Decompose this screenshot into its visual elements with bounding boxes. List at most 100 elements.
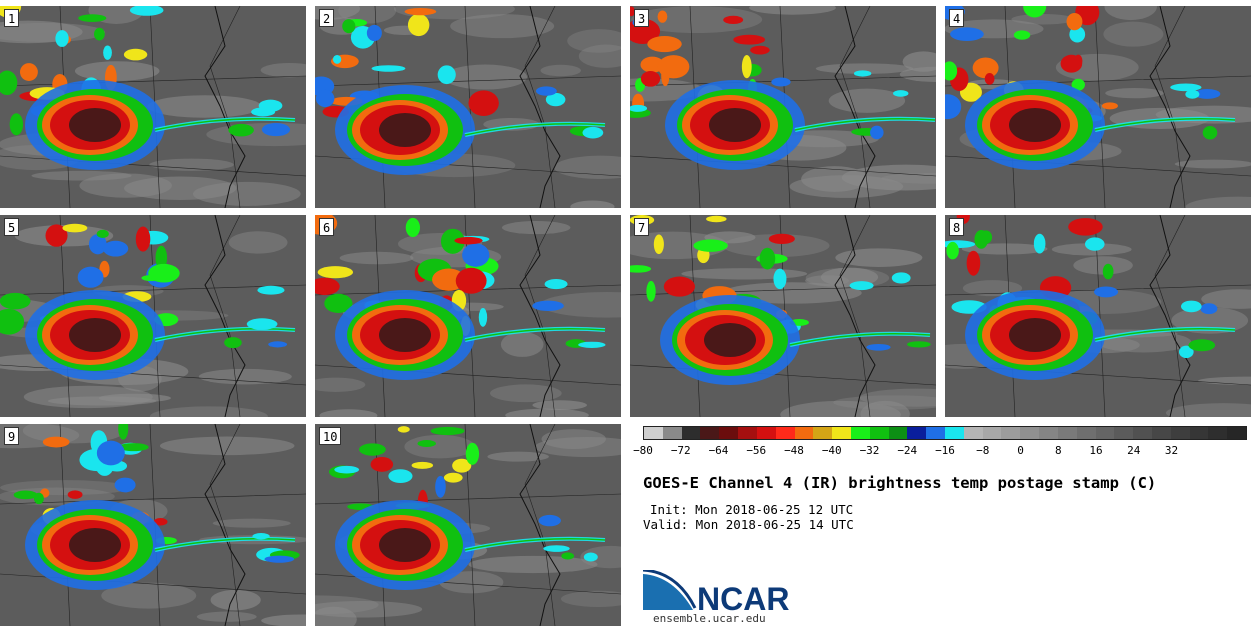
- coastal-cell: [261, 123, 291, 137]
- cloud-streak: [212, 518, 291, 528]
- convective-cell: [630, 6, 636, 17]
- colorbar-swatch: [1114, 427, 1134, 439]
- frontal-band: [464, 538, 606, 551]
- convective-cell: [984, 73, 995, 85]
- convective-cell: [366, 24, 382, 42]
- storm-core: [379, 318, 431, 352]
- stamp-panel[interactable]: 2: [315, 6, 621, 208]
- colorbar-ticks: −80 −72 −64 −56 −48 −40 −32 −24 −16 −8 0 8 16 24 32: [633, 444, 1247, 460]
- convective-cell: [45, 224, 68, 247]
- panel-label: 8: [949, 218, 965, 236]
- stamp-panel[interactable]: 6: [315, 215, 621, 417]
- stamp-panel[interactable]: 7: [630, 215, 936, 417]
- convective-cell: [129, 6, 164, 16]
- colorbar-swatch: [644, 427, 663, 439]
- ir-map: [945, 215, 1251, 417]
- coastal-cell: [257, 285, 285, 295]
- convective-cell: [1102, 263, 1114, 280]
- colorbar-swatch: [662, 427, 682, 439]
- stamp-panel[interactable]: 10: [315, 424, 621, 626]
- convective-cell: [706, 215, 727, 223]
- convective-cell: [0, 292, 31, 310]
- convective-cell: [315, 89, 335, 108]
- panel-label: 3: [634, 9, 650, 27]
- cloud-streak: [1011, 13, 1075, 25]
- stamp-panel[interactable]: 8: [945, 215, 1251, 417]
- panel-label: 1: [4, 9, 20, 27]
- colorbar-swatch: [850, 427, 870, 439]
- convective-cell: [945, 94, 962, 120]
- cloud-streak: [101, 582, 197, 609]
- colorbar-tick-label: 24: [1127, 444, 1141, 457]
- convective-cell: [465, 442, 480, 465]
- coastline: [834, 215, 876, 417]
- stamp-panel[interactable]: 4: [945, 6, 1251, 208]
- colorbar-swatch: [738, 427, 757, 439]
- convective-cell: [771, 77, 791, 87]
- colorbar-swatch: [1020, 427, 1040, 439]
- convective-cell: [19, 63, 38, 81]
- coastal-cell: [907, 341, 931, 348]
- convective-cell: [0, 70, 18, 96]
- coastal-cell: [561, 552, 575, 560]
- colorbar-tick-label: −64: [708, 444, 729, 457]
- site-url[interactable]: ensemble.ucar.edu: [653, 612, 766, 625]
- colorbar-swatch: [869, 427, 889, 439]
- colorbar-tick-label: −24: [897, 444, 918, 457]
- convective-cell: [663, 276, 695, 297]
- convective-cell: [77, 266, 104, 288]
- convective-cell: [407, 13, 430, 37]
- convective-cell: [96, 440, 125, 466]
- storm-core: [704, 323, 756, 357]
- cloud-streak: [228, 231, 288, 254]
- cloud-streak: [828, 88, 906, 113]
- storm-core: [379, 528, 431, 562]
- convective-cell: [96, 229, 109, 238]
- colorbar-swatch: [1095, 427, 1115, 439]
- convective-cell: [118, 443, 149, 452]
- colorbar-swatch: [681, 427, 701, 439]
- frontal-band: [1094, 328, 1236, 341]
- frontal-band: [794, 118, 936, 131]
- colorbar-tick-label: 32: [1164, 444, 1179, 457]
- colorbar-swatch: [888, 427, 908, 439]
- ir-map: [0, 6, 306, 208]
- cloud-streak: [159, 436, 295, 456]
- coastal-cell: [1178, 345, 1194, 359]
- cloud-streak: [1185, 196, 1251, 208]
- coastal-cell: [582, 126, 604, 139]
- colorbar-tick-label: −56: [746, 444, 767, 457]
- coastal-cell: [870, 125, 884, 140]
- convective-cell: [404, 7, 437, 16]
- coastline: [204, 215, 246, 417]
- coastal-cell: [264, 555, 295, 563]
- cloud-streak: [835, 248, 923, 267]
- colorbar-swatch: [813, 427, 833, 439]
- coastal-cell: [252, 533, 270, 540]
- stamp-panel[interactable]: 9: [0, 424, 306, 626]
- colorbar-tick-label: 0: [1017, 444, 1024, 457]
- coastal-cell: [224, 337, 242, 349]
- convective-cell: [435, 475, 446, 498]
- convective-cell: [411, 461, 434, 469]
- cloud-streak: [540, 64, 581, 77]
- frontal-band: [789, 333, 931, 346]
- cloud-streak: [505, 408, 589, 417]
- convective-cell: [405, 217, 421, 238]
- frontal-band: [154, 538, 296, 551]
- colorbar-swatch: [963, 427, 983, 439]
- cloud-streak: [31, 170, 132, 181]
- cloud-streak: [198, 368, 292, 385]
- convective-cell: [1023, 6, 1047, 18]
- cloud-streak: [1165, 403, 1251, 417]
- stamp-panel[interactable]: 5: [0, 215, 306, 417]
- stamp-panel[interactable]: 3: [630, 6, 936, 208]
- convective-cell: [78, 14, 107, 22]
- stamp-panel[interactable]: 1: [0, 6, 306, 208]
- convective-cell: [468, 90, 499, 116]
- colorbar-swatch: [832, 427, 851, 439]
- coastal-cell: [1181, 300, 1202, 313]
- convective-cell: [9, 113, 24, 136]
- ir-map: [945, 6, 1251, 208]
- coastal-cell: [532, 300, 564, 312]
